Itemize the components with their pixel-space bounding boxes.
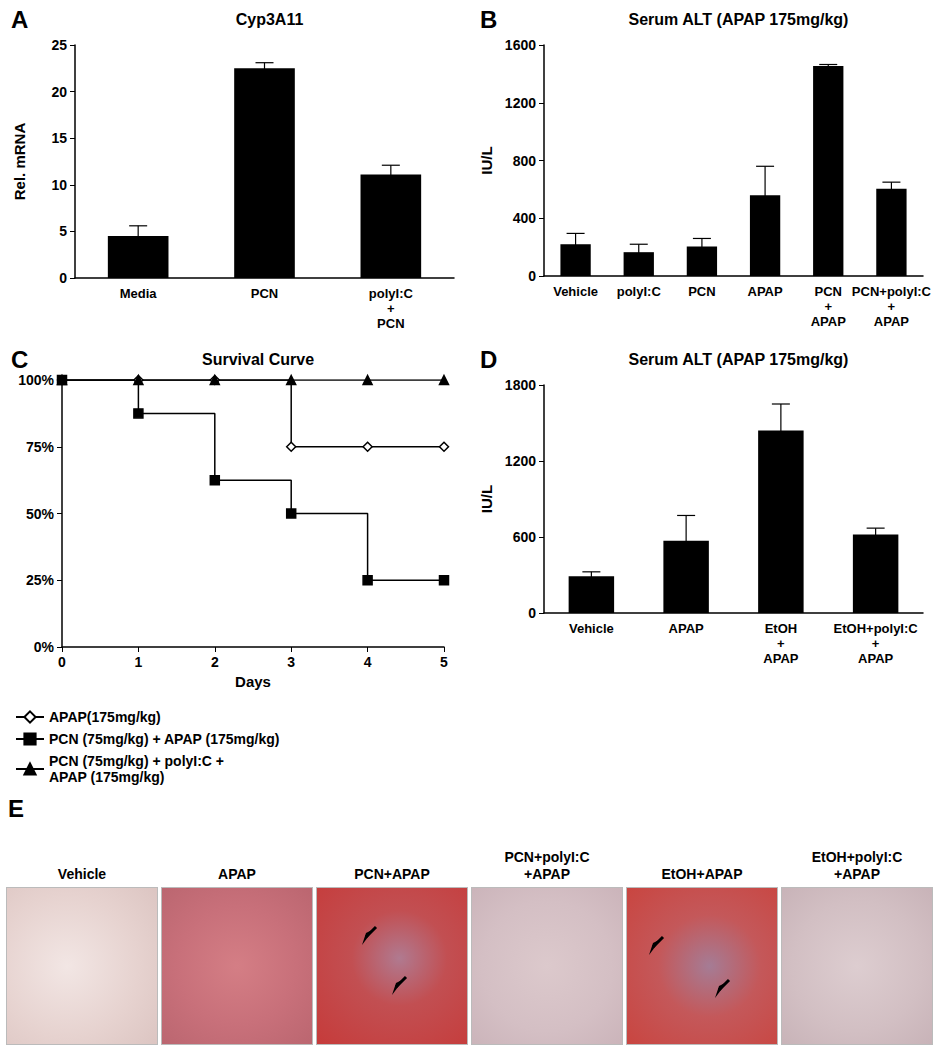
svg-text:Cyp3A11: Cyp3A11 bbox=[236, 11, 304, 28]
svg-text:B: B bbox=[480, 6, 497, 33]
svg-text:PCN (75mg/kg) + polyI:C +: PCN (75mg/kg) + polyI:C + bbox=[49, 753, 224, 769]
svg-text:800: 800 bbox=[513, 153, 537, 169]
svg-text:Rel. mRNA: Rel. mRNA bbox=[11, 123, 28, 201]
svg-text:1200: 1200 bbox=[505, 95, 536, 111]
svg-text:PCN: PCN bbox=[815, 284, 842, 299]
html-text:EtOH+APAP: EtOH+APAP bbox=[661, 866, 743, 882]
svg-text:Survival Curve: Survival Curve bbox=[202, 351, 314, 368]
svg-text:polyI:C: polyI:C bbox=[617, 284, 662, 299]
svg-text:1800: 1800 bbox=[505, 377, 536, 393]
svg-text:5: 5 bbox=[59, 223, 67, 239]
svg-text:+: + bbox=[888, 299, 896, 314]
svg-text:0: 0 bbox=[59, 270, 67, 286]
svg-text:Serum ALT (APAP 175mg/kg): Serum ALT (APAP 175mg/kg) bbox=[629, 11, 849, 28]
svg-text:0: 0 bbox=[58, 654, 66, 670]
svg-text:4: 4 bbox=[364, 654, 372, 670]
svg-text:PCN: PCN bbox=[688, 284, 715, 299]
svg-text:polyI:C: polyI:C bbox=[369, 286, 414, 301]
html-text:Vehicle: Vehicle bbox=[57, 866, 107, 882]
svg-text:3: 3 bbox=[287, 654, 295, 670]
svg-text:EtOH: EtOH bbox=[765, 621, 798, 636]
svg-text:APAP (175mg/kg): APAP (175mg/kg) bbox=[49, 769, 164, 785]
svg-text:Vehicle: Vehicle bbox=[553, 284, 598, 299]
svg-text:Vehicle: Vehicle bbox=[569, 621, 614, 636]
svg-text:PCN (75mg/kg) + APAP (175mg/kg: PCN (75mg/kg) + APAP (175mg/kg) bbox=[49, 731, 279, 747]
svg-text:2: 2 bbox=[211, 654, 219, 670]
svg-text:400: 400 bbox=[513, 210, 537, 226]
svg-text:APAP: APAP bbox=[858, 651, 893, 666]
svg-text:APAP: APAP bbox=[811, 314, 846, 329]
svg-text:10: 10 bbox=[51, 177, 67, 193]
svg-text:1200: 1200 bbox=[505, 453, 536, 469]
svg-text:EtOH+polyI:C: EtOH+polyI:C bbox=[834, 621, 919, 636]
svg-text:C: C bbox=[11, 346, 28, 373]
svg-text:+: + bbox=[872, 636, 880, 651]
svg-text:PCN: PCN bbox=[377, 316, 404, 331]
html-text:E: E bbox=[8, 795, 24, 822]
svg-text:0: 0 bbox=[528, 605, 536, 621]
html-text:PCN+polyI:C +APAP: PCN+polyI:C +APAP bbox=[504, 849, 590, 882]
html-text:PCN+APAP: PCN+APAP bbox=[354, 866, 430, 882]
svg-text:600: 600 bbox=[513, 529, 537, 545]
svg-text:APAP: APAP bbox=[874, 314, 909, 329]
svg-text:20: 20 bbox=[51, 84, 67, 100]
svg-text:5: 5 bbox=[440, 654, 448, 670]
svg-text:1: 1 bbox=[135, 654, 143, 670]
svg-text:50%: 50% bbox=[26, 506, 55, 522]
svg-text:75%: 75% bbox=[26, 439, 55, 455]
svg-text:IU/L: IU/L bbox=[478, 146, 495, 174]
svg-text:APAP(175mg/kg): APAP(175mg/kg) bbox=[49, 709, 161, 725]
svg-text:25: 25 bbox=[51, 37, 67, 53]
svg-text:APAP: APAP bbox=[748, 284, 783, 299]
html-text:EtOH+polyI:C +APAP: EtOH+polyI:C +APAP bbox=[811, 849, 903, 882]
svg-text:PCN: PCN bbox=[251, 286, 278, 301]
svg-text:Media: Media bbox=[120, 286, 158, 301]
svg-text:APAP: APAP bbox=[763, 651, 798, 666]
svg-text:0: 0 bbox=[528, 268, 536, 284]
svg-text:0%: 0% bbox=[34, 639, 55, 655]
svg-text:1600: 1600 bbox=[505, 37, 536, 53]
svg-text:Serum ALT (APAP 175mg/kg): Serum ALT (APAP 175mg/kg) bbox=[629, 351, 849, 368]
svg-text:Days: Days bbox=[235, 673, 271, 690]
svg-text:APAP: APAP bbox=[669, 621, 704, 636]
svg-text:A: A bbox=[11, 6, 28, 33]
svg-text:D: D bbox=[480, 346, 497, 373]
svg-text:IU/L: IU/L bbox=[478, 485, 495, 513]
html-text:APAP: APAP bbox=[218, 866, 256, 882]
svg-text:PCN+polyI:C: PCN+polyI:C bbox=[852, 284, 932, 299]
svg-text:15: 15 bbox=[51, 130, 67, 146]
svg-text:+: + bbox=[777, 636, 785, 651]
svg-text:100%: 100% bbox=[18, 372, 54, 388]
svg-text:25%: 25% bbox=[26, 572, 55, 588]
svg-text:+: + bbox=[824, 299, 832, 314]
svg-text:+: + bbox=[387, 301, 395, 316]
